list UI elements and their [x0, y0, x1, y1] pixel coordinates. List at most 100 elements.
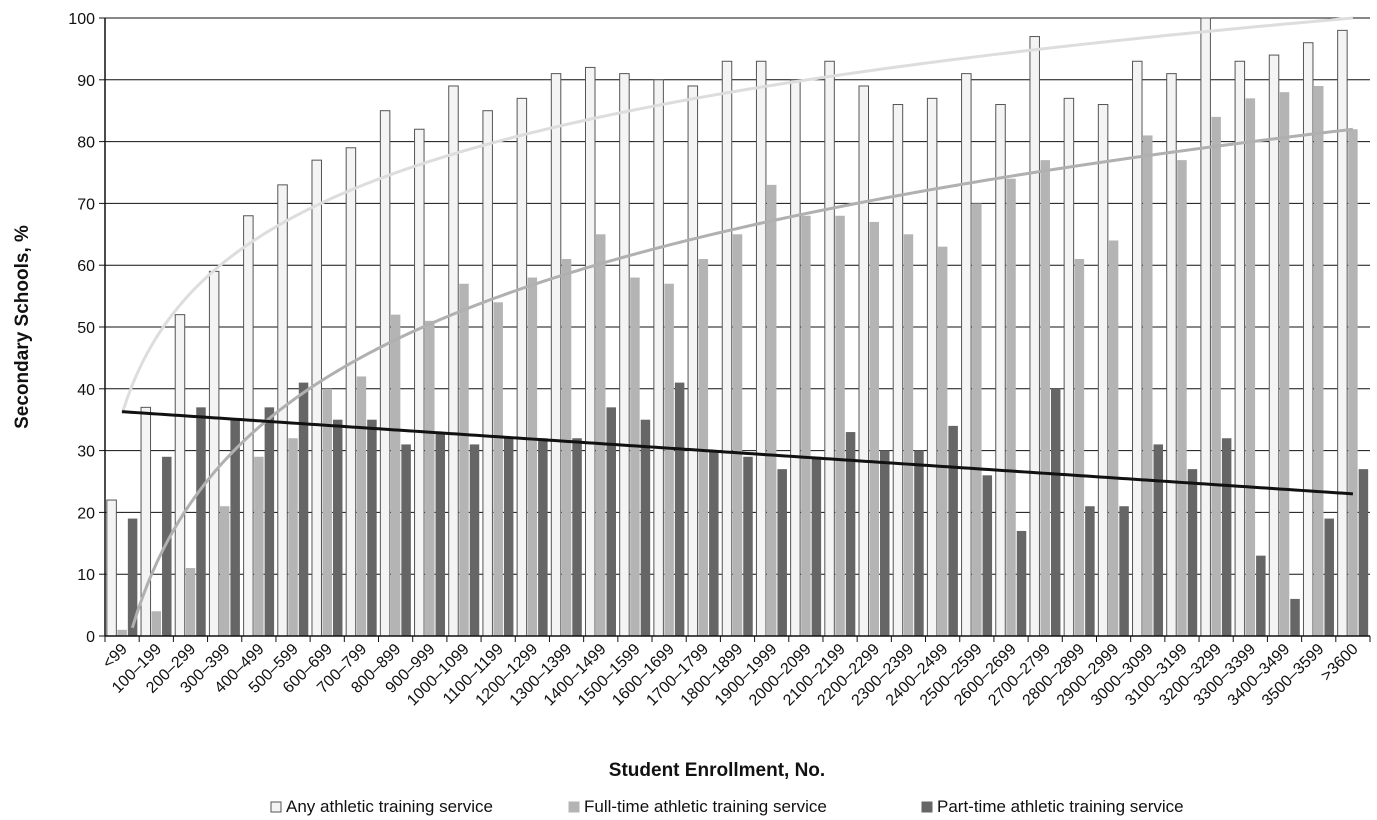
- bar-series-3: [777, 469, 787, 636]
- bar-series-1: [1337, 29, 1348, 637]
- bar-series-3: [880, 450, 890, 636]
- bar-series-2: [254, 456, 264, 636]
- bar-series-3: [1050, 388, 1061, 636]
- bar-series-3: [1221, 438, 1232, 636]
- bar-series-3: [640, 419, 651, 636]
- bar-series-1: [892, 104, 904, 637]
- bar-series-2: [595, 234, 606, 637]
- bar-series-2: [425, 320, 435, 636]
- y-tick-label: 70: [77, 196, 95, 213]
- bar-series-1: [1063, 97, 1075, 637]
- y-tick-label: 40: [77, 382, 95, 399]
- bar-series-2: [972, 203, 982, 636]
- y-tick-label: 30: [77, 444, 95, 461]
- bar-series-3: [1085, 506, 1095, 636]
- bar-series-1: [687, 85, 699, 637]
- bar-series-2: [1074, 259, 1085, 636]
- bar-series-1: [448, 85, 459, 637]
- bar-series-1: [653, 79, 664, 637]
- bar-series-2: [1143, 135, 1153, 637]
- bar-series-1: [345, 147, 357, 637]
- bar-series-1: [721, 60, 733, 637]
- bar-series-2: [561, 259, 572, 636]
- bar-series-2: [835, 215, 845, 636]
- bar-series-2: [903, 234, 914, 637]
- bar-series-1: [243, 215, 254, 637]
- bar-series-1: [1200, 17, 1211, 637]
- x-tick-labels: <99100–199200–299300–399400–499500–59960…: [100, 636, 1371, 709]
- bar-series-3: [1324, 518, 1334, 636]
- bar-series-2: [219, 506, 230, 636]
- bar-series-2: [1177, 160, 1187, 636]
- bar-series-3: [914, 450, 924, 636]
- bar-series-1: [379, 110, 391, 637]
- bar-series-2: [390, 314, 401, 636]
- bar-series-1: [1029, 36, 1040, 637]
- bar-series-3: [709, 450, 719, 636]
- y-tick-label: 100: [68, 11, 95, 28]
- y-tick-label: 50: [77, 320, 95, 337]
- bar-series-2: [801, 215, 811, 636]
- bar-series-1: [174, 314, 186, 637]
- bar-series-1: [995, 104, 1006, 637]
- bar-series-2: [1108, 240, 1119, 637]
- bar-series-2: [1006, 178, 1016, 636]
- bar-series-1: [482, 110, 493, 637]
- bar-series-2: [698, 259, 709, 636]
- trendline-1: [120, 16, 1354, 414]
- legend-label-2: Full-time athletic training service: [584, 797, 827, 816]
- bar-series-2: [1279, 92, 1290, 636]
- bar-series-2: [356, 376, 367, 636]
- bar-series-1: [1302, 42, 1314, 637]
- bar-series-3: [538, 438, 548, 636]
- y-axis-title: Secondary Schools, %: [12, 225, 33, 429]
- bar-series-3: [845, 432, 856, 636]
- bar-series-1: [926, 97, 938, 637]
- bar-series-1: [106, 499, 117, 637]
- bar-series-1: [1166, 73, 1177, 637]
- y-tick-label: 90: [77, 73, 95, 90]
- bar-series-2: [459, 283, 469, 636]
- bar-series-3: [264, 407, 275, 636]
- bar-series-2: [1040, 160, 1050, 636]
- y-tick-label: 80: [77, 135, 95, 152]
- legend-label-1: Any athletic training service: [286, 797, 493, 816]
- x-axis-title: Student Enrollment, No.: [609, 760, 825, 781]
- bar-series-3: [1256, 555, 1266, 636]
- bar-series-1: [961, 73, 972, 637]
- bar-series-1: [1132, 60, 1143, 637]
- bar-series-1: [790, 79, 801, 637]
- bar-series-1: [584, 66, 596, 637]
- bar-series-3: [469, 444, 480, 636]
- legend-swatch-3: [921, 801, 933, 813]
- bar-series-2: [1313, 85, 1324, 637]
- bar-series-3: [127, 518, 138, 636]
- bar-series-3: [196, 407, 206, 636]
- bar-series-3: [948, 425, 958, 636]
- legend: Any athletic training service Full-time a…: [270, 797, 1184, 816]
- bar-series-3: [1187, 469, 1198, 636]
- bar-series-2: [527, 277, 538, 636]
- trendline-3: [121, 410, 1354, 496]
- bar-series-3: [674, 382, 685, 636]
- legend-swatch-1: [270, 801, 282, 813]
- bars: [106, 17, 1369, 637]
- bar-series-2: [1348, 129, 1358, 637]
- bar-series-1: [414, 128, 425, 637]
- bar-series-3: [1016, 530, 1027, 636]
- bar-series-2: [732, 234, 743, 637]
- bar-series-3: [332, 419, 343, 636]
- bar-series-1: [208, 270, 220, 637]
- y-tick-label: 20: [77, 505, 95, 522]
- bar-series-2: [322, 388, 332, 636]
- y-tick-label: 0: [86, 629, 95, 646]
- bar-series-3: [982, 475, 993, 636]
- bar-series-3: [811, 456, 822, 636]
- bar-series-3: [298, 382, 309, 636]
- x-tick-label: >3600: [1318, 641, 1362, 685]
- bar-series-3: [367, 419, 377, 636]
- bar-series-3: [230, 419, 240, 636]
- bar-series-1: [1097, 104, 1109, 637]
- bar-series-3: [743, 456, 753, 636]
